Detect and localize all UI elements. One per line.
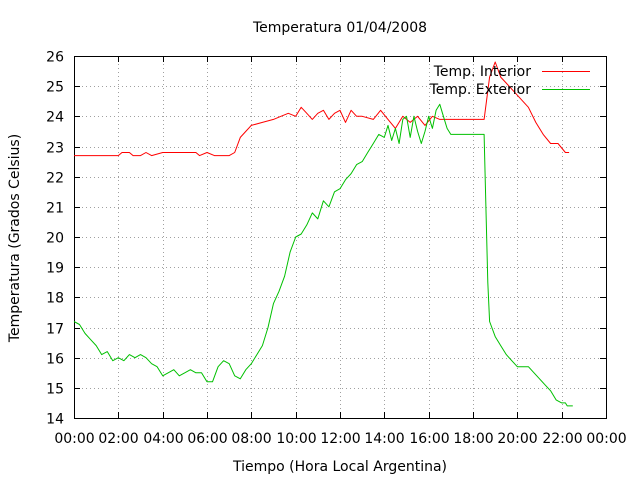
y-tick-label: 24 bbox=[46, 110, 64, 126]
x-tick-label: 02:00 bbox=[98, 431, 138, 447]
series-line-temp-exterior bbox=[73, 103, 573, 407]
x-tick-label: 10:00 bbox=[276, 431, 316, 447]
y-tick-label: 19 bbox=[46, 261, 64, 277]
legend: Temp. Interior Temp. Exterior bbox=[429, 64, 590, 98]
y-tick-label: 25 bbox=[46, 80, 64, 96]
x-tick-label: 00:00 bbox=[586, 431, 626, 447]
x-tick-label: 14:00 bbox=[364, 431, 404, 447]
y-tick-label: 20 bbox=[46, 231, 64, 247]
axis-ticks: 00:00 02:00 04:00 06:00 08:00 10:00 12:00 14:00… bbox=[46, 50, 627, 448]
x-tick-label: 04:00 bbox=[143, 431, 183, 447]
y-tick-label: 16 bbox=[46, 352, 64, 368]
series-line-temp-interior bbox=[74, 61, 570, 157]
x-tick-label: 00:00 bbox=[54, 431, 94, 447]
x-tick-label: 18:00 bbox=[453, 431, 493, 447]
legend-label-temp-interior: Temp. Interior bbox=[433, 64, 532, 80]
y-axis-title: Temperatura (Grados Celsius) bbox=[7, 134, 23, 343]
chart-grid bbox=[74, 56, 606, 418]
y-tick-label: 17 bbox=[46, 322, 64, 338]
x-tick-label: 16:00 bbox=[409, 431, 449, 447]
x-tick-label: 22:00 bbox=[542, 431, 582, 447]
legend-label-temp-exterior: Temp. Exterior bbox=[429, 82, 532, 98]
y-tick-label: 23 bbox=[46, 141, 64, 157]
y-tick-label: 18 bbox=[46, 291, 64, 307]
y-tick-label: 14 bbox=[46, 412, 64, 428]
y-tick-label: 15 bbox=[46, 382, 64, 398]
x-tick-label: 08:00 bbox=[231, 431, 271, 447]
x-tick-label: 06:00 bbox=[187, 431, 227, 447]
x-axis-title: Tiempo (Hora Local Argentina) bbox=[232, 459, 447, 475]
y-tick-label: 26 bbox=[46, 50, 64, 66]
y-tick-label: 21 bbox=[46, 201, 64, 217]
x-tick-label: 12:00 bbox=[320, 431, 360, 447]
chart-title: Temperatura 01/04/2008 bbox=[252, 20, 427, 36]
y-tick-label: 22 bbox=[46, 171, 64, 187]
x-tick-label: 20:00 bbox=[497, 431, 537, 447]
series-lines bbox=[73, 61, 573, 407]
